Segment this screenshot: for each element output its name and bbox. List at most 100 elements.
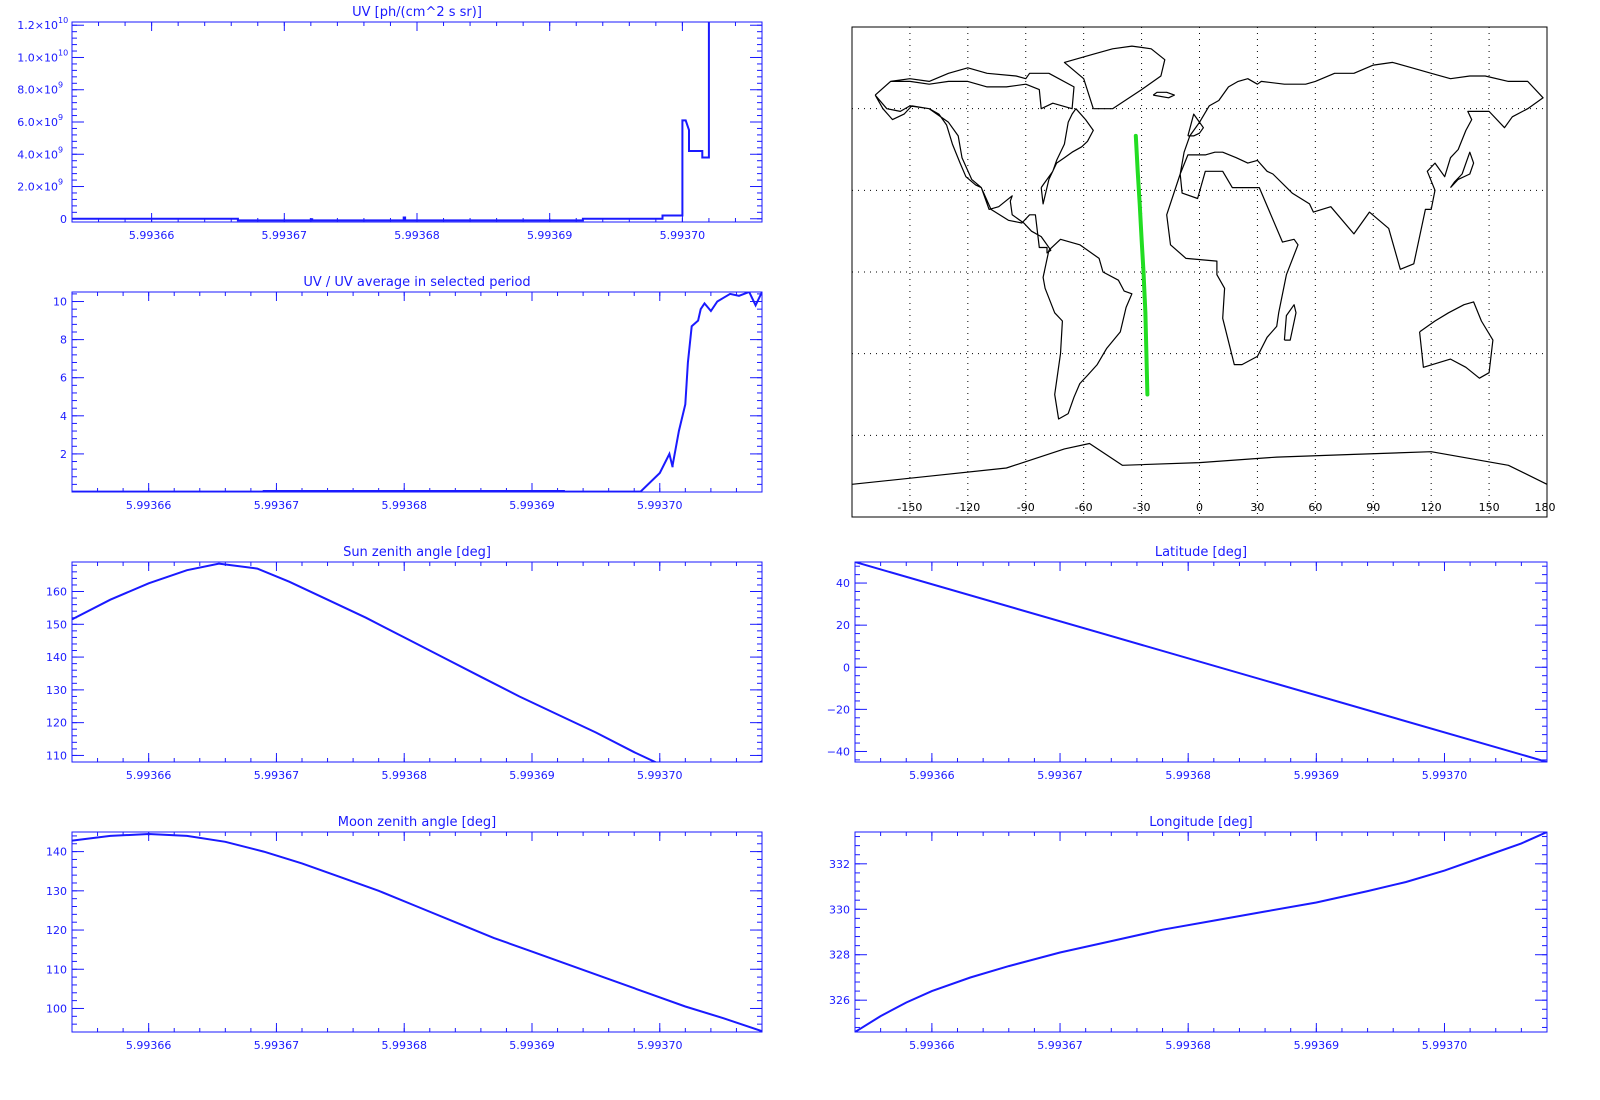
chart-title: Sun zenith angle [deg] — [343, 545, 491, 560]
y-tick-label: 20 — [836, 619, 850, 632]
map-lon-label: -90 — [1017, 501, 1035, 514]
chart-title: UV / UV average in selected period — [303, 275, 530, 290]
y-tick-label: 328 — [829, 949, 850, 962]
x-tick-label: 5.99366 — [909, 1039, 955, 1052]
y-tick-exponent: 9 — [58, 145, 63, 154]
x-tick-label: 5.99367 — [254, 499, 300, 512]
y-tick-label: 150 — [46, 618, 67, 631]
y-tick-label: 1.2×10 — [17, 19, 58, 32]
chart-title: Latitude [deg] — [1155, 545, 1247, 560]
y-tick-exponent: 10 — [58, 16, 68, 25]
y-tick-label: 6.0×10 — [17, 116, 58, 129]
data-line — [72, 22, 710, 222]
y-tick-label: 110 — [46, 749, 67, 762]
x-tick-label: 5.99370 — [1422, 1039, 1468, 1052]
coastline — [1063, 45, 1166, 110]
y-tick-label: 100 — [46, 1002, 67, 1015]
data-line — [855, 562, 1547, 762]
x-tick-label: 5.99367 — [254, 769, 300, 782]
coastline — [1179, 61, 1544, 270]
y-tick-label: 0 — [60, 213, 67, 226]
map-lon-label: 30 — [1250, 501, 1264, 514]
x-tick-label: 5.99369 — [509, 769, 555, 782]
chart-title: UV [ph/(cm^2 s sr)] — [352, 5, 482, 20]
map-lon-label: 120 — [1421, 501, 1442, 514]
x-tick-label: 5.99368 — [381, 1039, 427, 1052]
y-tick-label: 1.0×10 — [17, 51, 58, 64]
y-tick-exponent: 9 — [58, 178, 63, 187]
plot-frame — [71, 21, 763, 223]
x-tick-label: 5.99370 — [1422, 769, 1468, 782]
coastline — [874, 67, 1075, 110]
x-tick-label: 5.99366 — [126, 769, 172, 782]
uv-panel: UV [ph/(cm^2 s sr)] 5.99366 5.99367 5.99368… — [17, 5, 763, 242]
coastline — [851, 442, 1548, 485]
x-tick-label: 5.99370 — [637, 1039, 683, 1052]
y-tick-label: 40 — [836, 577, 850, 590]
y-tick-label: 160 — [46, 586, 67, 599]
x-tick-label: 5.99366 — [126, 499, 172, 512]
y-tick-label: 0 — [843, 661, 850, 674]
y-tick-label: 130 — [46, 885, 67, 898]
y-tick-label: 8.0×10 — [17, 84, 58, 97]
y-tick-label: 2.0×10 — [17, 181, 58, 194]
coastline — [874, 94, 1052, 254]
coastline — [1042, 238, 1133, 420]
map-lon-label: -120 — [955, 501, 980, 514]
coastline — [1419, 301, 1494, 379]
y-tick-label: 120 — [46, 924, 67, 937]
x-tick-label: 5.99370 — [637, 499, 683, 512]
y-tick-label: 10 — [53, 296, 67, 309]
y-tick-label: 2 — [60, 448, 67, 461]
map-lon-label: 90 — [1366, 501, 1380, 514]
coastline — [1166, 170, 1299, 366]
x-tick-label: 5.99369 — [509, 499, 555, 512]
world-map-panel: -150 -120 -90 -60 -30 0 30 60 90 120 150 180 — [851, 26, 1556, 518]
y-tick-label: 110 — [46, 963, 67, 976]
map-lon-label: 60 — [1308, 501, 1322, 514]
y-tick-label: 332 — [829, 858, 850, 871]
y-tick-label: 140 — [46, 846, 67, 859]
x-tick-label: 5.99368 — [381, 769, 427, 782]
uv-ratio-panel: UV / UV average in selected period 5.9936… — [53, 275, 763, 512]
y-tick-label: 330 — [829, 903, 850, 916]
y-tick-label: 6 — [60, 372, 67, 385]
x-tick-label: 5.99369 — [509, 1039, 555, 1052]
map-lon-label: 150 — [1479, 501, 1500, 514]
y-tick-label: 8 — [60, 334, 67, 347]
y-tick-exponent: 10 — [58, 48, 68, 57]
sun-zenith-panel: Sun zenith angle [deg] 5.99366 5.99367 5.99… — [46, 545, 763, 782]
y-tick-label: 4.0×10 — [17, 148, 58, 161]
x-tick-label: 5.99367 — [1037, 1039, 1083, 1052]
x-tick-label: 5.99368 — [394, 229, 440, 242]
data-line — [855, 832, 1547, 1032]
y-tick-label: 326 — [829, 994, 850, 1007]
map-lon-label: 0 — [1196, 501, 1203, 514]
x-tick-label: 5.99367 — [262, 229, 308, 242]
x-tick-label: 5.99368 — [1165, 1039, 1211, 1052]
data-line — [72, 832, 762, 1032]
x-tick-label: 5.99369 — [527, 229, 573, 242]
x-tick-label: 5.99370 — [637, 769, 683, 782]
x-tick-label: 5.99369 — [1294, 769, 1340, 782]
map-lon-label: -60 — [1075, 501, 1093, 514]
x-tick-label: 5.99367 — [254, 1039, 300, 1052]
satellite-track — [1133, 133, 1150, 397]
y-tick-label: −20 — [827, 703, 850, 716]
coastline — [1187, 113, 1205, 137]
data-line — [72, 292, 762, 492]
plot-frame — [71, 561, 763, 763]
longitude-panel: Longitude [deg] 5.99366 5.99367 5.99368 5.99… — [829, 815, 1548, 1052]
moon-zenith-panel: Moon zenith angle [deg] 5.99366 5.99367 5.9… — [46, 815, 763, 1052]
plot-frame — [71, 291, 763, 493]
x-tick-label: 5.99367 — [1037, 769, 1083, 782]
x-tick-label: 5.99368 — [381, 499, 427, 512]
plot-frame — [71, 831, 763, 1033]
x-tick-label: 5.99366 — [126, 1039, 172, 1052]
data-line — [72, 562, 762, 762]
map-lon-label: 180 — [1535, 501, 1556, 514]
y-tick-label: −40 — [827, 745, 850, 758]
y-tick-exponent: 9 — [58, 113, 63, 122]
chart-title: Moon zenith angle [deg] — [338, 815, 496, 830]
